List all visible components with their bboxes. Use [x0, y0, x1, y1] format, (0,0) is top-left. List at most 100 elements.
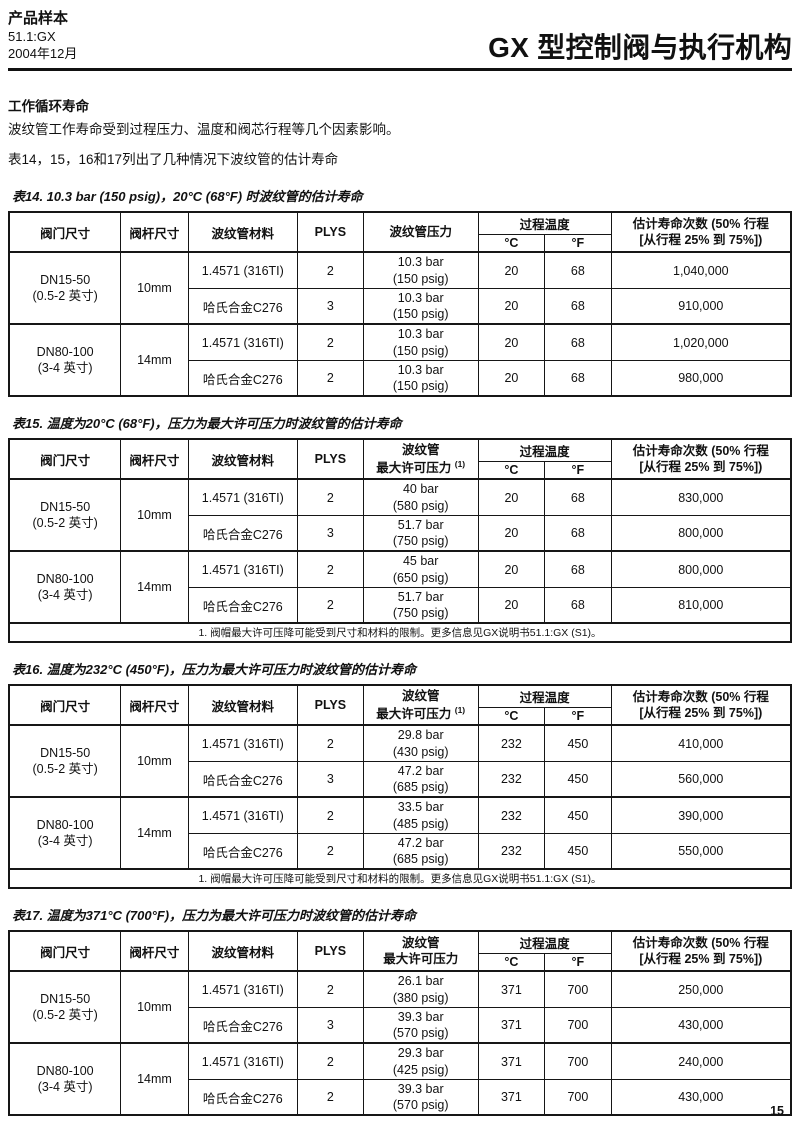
cell-plys: 2: [297, 323, 364, 361]
valve-size-line2: (0.5-2 英寸): [32, 762, 98, 777]
header-row: 阀门尺寸 阀杆尺寸 波纹管材料 PLYS 波纹管 最大许可压力 过程温度 估计寿命次数 (50…: [8, 930, 792, 972]
tables-section: 表14. 10.3 bar (150 psig)，20°C (68°F) 时波纹…: [8, 186, 792, 1117]
cell-material: 1.4571 (316TI): [187, 251, 299, 289]
pressure-header-line1: 波纹管: [401, 443, 440, 458]
cell-valve-size: DN15-50 (0.5-2 英寸): [8, 970, 122, 1044]
header-process-temp: 过程温度: [477, 684, 612, 709]
cell-pressure: 45 bar (650 psig): [362, 550, 479, 588]
cycles-header-line1: 估计寿命次数 (50% 行程: [632, 217, 769, 232]
pressure-line1: 29.8 bar: [397, 728, 444, 743]
cell-valve-size: DN15-50 (0.5-2 英寸): [8, 478, 122, 552]
header-valve-size: 阀门尺寸: [8, 211, 122, 253]
life-cycle-table: 阀门尺寸 阀杆尺寸 波纹管材料 PLYS 波纹管 最大许可压力 (1) 过程温度 估计寿命次数…: [8, 438, 792, 644]
cell-cycles: 240,000: [610, 1042, 792, 1080]
cell-temp-c: 20: [477, 251, 546, 289]
intro-section: 工作循环寿命 波纹管工作寿命受到过程压力、温度和阀芯行程等几个因素影响。 表14…: [8, 95, 792, 171]
cell-plys: 3: [297, 1006, 364, 1044]
cell-material: 1.4571 (316TI): [187, 724, 299, 762]
cell-temp-f: 68: [544, 550, 612, 588]
cell-material: 哈氏合金C276: [187, 1078, 299, 1116]
pressure-line1: 33.5 bar: [397, 800, 444, 815]
table-row: DN15-50 (0.5-2 英寸) 10mm 1.4571 (316TI) 2 26.1…: [8, 970, 792, 1044]
cell-cycles: 250,000: [610, 970, 792, 1008]
cell-stem-size: 14mm: [120, 1042, 189, 1116]
pressure-line1: 10.3 bar: [397, 362, 444, 377]
cell-valve-size: DN80-100 (3-4 英寸): [8, 323, 122, 397]
cell-valve-size: DN80-100 (3-4 英寸): [8, 1042, 122, 1116]
header-valve-size: 阀门尺寸: [8, 684, 122, 726]
footnote-row: 1. 阀帽最大许可压降可能受到尺寸和材料的限制。更多信息见GX说明书51.1:G…: [8, 622, 792, 643]
pressure-line2: (425 psig): [392, 1062, 449, 1077]
pressure-footnote-ref: (1): [454, 704, 466, 715]
cell-pressure: 26.1 bar (380 psig): [362, 970, 479, 1008]
cell-material: 1.4571 (316TI): [187, 970, 299, 1008]
table-title: 表17. 温度为371°C (700°F)，压力为最大许可压力时波纹管的估计寿命: [12, 908, 417, 924]
cell-temp-f: 450: [544, 796, 612, 834]
cell-temp-f: 450: [544, 724, 612, 762]
cell-material: 哈氏合金C276: [187, 586, 299, 624]
cell-material: 哈氏合金C276: [187, 832, 299, 870]
cell-cycles: 800,000: [610, 514, 792, 552]
cell-pressure: 29.8 bar (430 psig): [362, 724, 479, 762]
pressure-line2: (580 psig): [392, 498, 449, 513]
table-row: 哈氏合金C276 2 39.3 bar (570 psig) 371 700 430,000: [9, 1078, 792, 1116]
pressure-line1: 10.3 bar: [397, 327, 444, 342]
header-stem-size: 阀杆尺寸: [120, 684, 189, 726]
size-group: DN80-100 (3-4 英寸) 14mm 1.4571 (316TI) 2 45 ba…: [8, 550, 792, 624]
valve-size-line2: (3-4 英寸): [37, 588, 93, 603]
cell-cycles: 560,000: [610, 760, 792, 798]
cell-cycles: 410,000: [610, 724, 792, 762]
cell-cycles: 800,000: [610, 550, 792, 588]
cell-plys: 2: [297, 1078, 364, 1116]
header-bellows-pressure: 波纹管 最大许可压力 (1): [362, 684, 479, 726]
table-row: 哈氏合金C276 3 51.7 bar (750 psig) 20 68 800,000: [9, 514, 792, 552]
cell-plys: 3: [297, 287, 364, 325]
header-subrow: °C °F: [9, 707, 791, 726]
pressure-line2: (570 psig): [392, 1098, 449, 1113]
pressure-line2: (650 psig): [392, 570, 449, 585]
pressure-line2: (150 psig): [392, 271, 449, 286]
header-plys: PLYS: [297, 684, 364, 726]
section-heading: 工作循环寿命: [8, 98, 89, 114]
table-row: DN15-50 (0.5-2 英寸) 10mm 1.4571 (316TI) 2 40 b…: [8, 478, 792, 552]
cell-temp-c: 20: [477, 287, 546, 325]
valve-size-line1: DN80-100: [36, 1064, 94, 1079]
cell-material: 哈氏合金C276: [187, 760, 299, 798]
size-group: DN80-100 (3-4 英寸) 14mm 1.4571 (316TI) 2 33.5 …: [8, 796, 792, 870]
cell-cycles: 830,000: [610, 478, 792, 516]
cell-temp-c: 371: [477, 1042, 546, 1080]
header-row: 阀门尺寸 阀杆尺寸 波纹管材料 PLYS 波纹管压力 过程温度 估计寿命次数 (50% 行程…: [8, 211, 792, 253]
table-title: 表14. 10.3 bar (150 psig)，20°C (68°F) 时波纹…: [12, 189, 363, 205]
header-process-temp: 过程温度: [477, 211, 612, 236]
table-block: 表17. 温度为371°C (700°F)，压力为最大许可压力时波纹管的估计寿命…: [8, 905, 792, 1117]
table-row: DN15-50 (0.5-2 英寸) 10mm 1.4571 (316TI) 2 10.3…: [8, 251, 792, 325]
header-temp-c: °C: [477, 707, 546, 726]
pressure-header-line1: 波纹管: [401, 936, 440, 951]
cell-temp-c: 20: [477, 478, 546, 516]
pressure-line2: (150 psig): [392, 343, 449, 358]
valve-size-line1: DN15-50: [40, 992, 91, 1007]
cell-temp-c: 232: [477, 796, 546, 834]
table-block: 表16. 温度为232°C (450°F)，压力为最大许可压力时波纹管的估计寿命…: [8, 659, 792, 890]
pressure-line1: 47.2 bar: [397, 763, 444, 778]
cell-material: 1.4571 (316TI): [187, 796, 299, 834]
table-row: DN15-50 (0.5-2 英寸) 10mm 1.4571 (316TI) 2 29.8…: [8, 724, 792, 798]
cell-pressure: 10.3 bar (150 psig): [362, 359, 479, 397]
table-row: 哈氏合金C276 2 10.3 bar (150 psig) 20 68 980,000: [9, 359, 792, 397]
header-temp-f: °F: [544, 953, 612, 972]
valve-size-line1: DN15-50: [40, 500, 91, 515]
valve-size-line1: DN15-50: [40, 746, 91, 761]
cell-material: 1.4571 (316TI): [187, 550, 299, 588]
header-temp-f: °F: [544, 234, 612, 253]
valve-size-line2: (0.5-2 英寸): [32, 516, 98, 531]
cycles-header-line2: [从行程 25% 到 75%]): [639, 233, 763, 248]
cycles-header-line1: 估计寿命次数 (50% 行程: [632, 444, 769, 459]
header-bellows-pressure: 波纹管 最大许可压力 (1): [362, 438, 479, 480]
header-stem-size: 阀杆尺寸: [120, 438, 189, 480]
header-stem-size: 阀杆尺寸: [120, 930, 189, 972]
cell-plys: 3: [297, 514, 364, 552]
cell-pressure: 10.3 bar (150 psig): [362, 323, 479, 361]
header-plys: PLYS: [297, 211, 364, 253]
table-header: 阀门尺寸 阀杆尺寸 波纹管材料 PLYS 波纹管压力 过程温度 估计寿命次数 (50% 行程…: [8, 211, 792, 253]
pressure-header-line1: 波纹管压力: [389, 225, 452, 240]
